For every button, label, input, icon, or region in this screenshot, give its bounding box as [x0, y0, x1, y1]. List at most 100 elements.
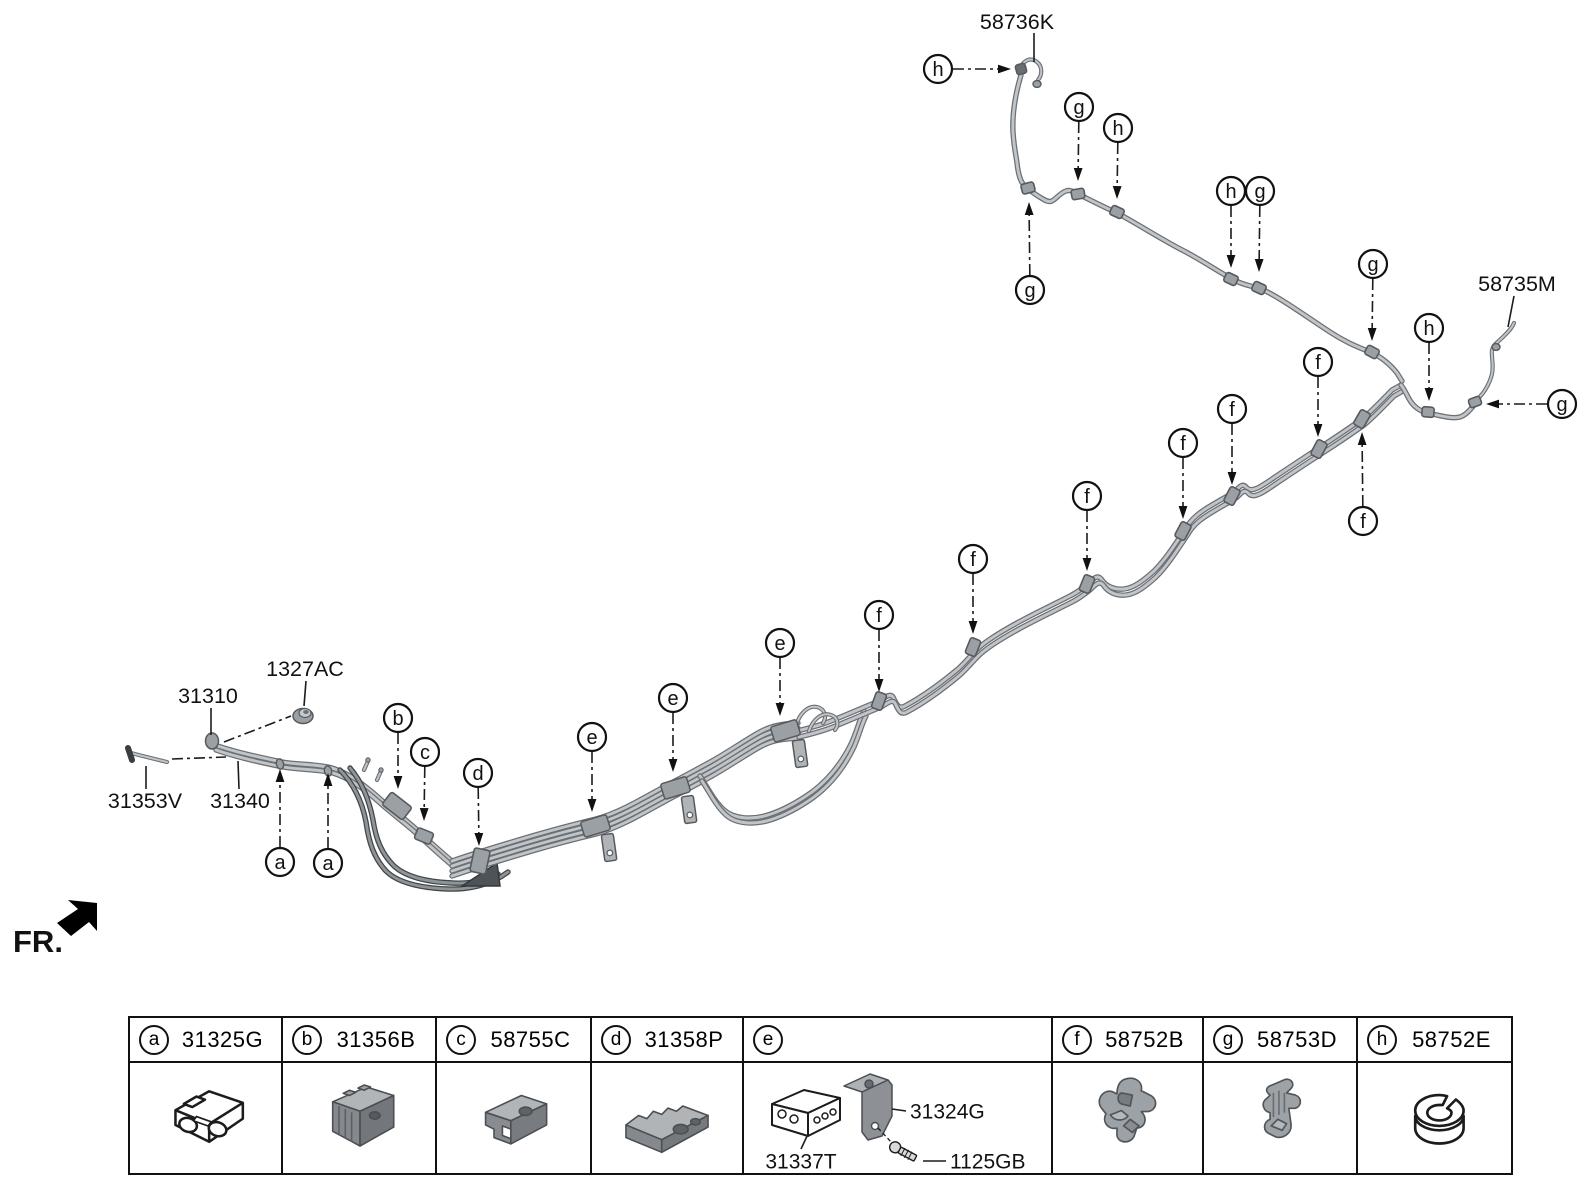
callout-letter: g — [1024, 280, 1035, 302]
callout-letter: h — [1423, 318, 1434, 340]
pipe-clamp — [1420, 405, 1436, 419]
arrowhead-icon — [1357, 432, 1367, 446]
callout-h: h — [1413, 312, 1445, 401]
part-image-1125gb-bolt — [888, 1141, 918, 1162]
legend-header-g: g 58753D — [1202, 1016, 1358, 1063]
pipe-clamp — [1070, 187, 1086, 201]
callout-letter: c — [420, 742, 430, 764]
part-label-58735m: 58735M — [1478, 272, 1556, 328]
hose-end-58736k — [1032, 79, 1042, 89]
callout-letter: h — [1225, 181, 1236, 203]
grommet-a1 — [275, 758, 285, 770]
callout-g: g — [1014, 202, 1046, 306]
pipe-clamps — [382, 62, 1483, 875]
legend-part-g: 58753D — [1256, 1026, 1338, 1052]
legend-letter-f: f — [1062, 1024, 1092, 1055]
sub-part-label-31324g: 31324G — [910, 1101, 985, 1124]
arrowhead-icon — [393, 776, 403, 789]
legend-cell-f — [1051, 1061, 1204, 1175]
callout-letter: f — [970, 549, 976, 571]
legend-table: a 31325G b 31356B c 58755C d 31358P e f 58752… — [128, 1016, 1513, 1175]
legend-header-d: d 31358P — [590, 1016, 744, 1063]
callout-g: g — [1244, 175, 1276, 272]
legend-letter-e: e — [753, 1024, 783, 1055]
arrowhead-icon — [1073, 167, 1083, 181]
hose-connector-58735m — [1491, 342, 1501, 352]
legend-header-f: f 58752B — [1051, 1016, 1204, 1063]
legend-cell-e: 31324G 31337T 1125GB — [742, 1061, 1053, 1175]
arrowhead-icon — [1486, 399, 1499, 409]
callout-f: f — [1216, 393, 1248, 485]
arrowhead-icon — [1112, 185, 1122, 199]
callout-h: h — [1102, 112, 1134, 199]
legend-cell-h — [1356, 1061, 1513, 1175]
callout-letter: e — [774, 633, 785, 655]
legend-letter-b: b — [292, 1024, 322, 1055]
part-image-58752b — [1097, 1077, 1156, 1143]
holder-brackets — [580, 719, 809, 863]
legend-header-h: h 58752E — [1356, 1016, 1513, 1063]
callout-letter: d — [472, 763, 483, 785]
callout-letter: a — [322, 853, 334, 875]
part-image-58752e — [1413, 1093, 1465, 1145]
part-image-31337t — [771, 1089, 841, 1137]
part-number-text: 31310 — [178, 684, 238, 708]
part-label-31353v: 31353V — [108, 766, 183, 813]
arrowhead-icon — [998, 64, 1011, 74]
callout-letter: g — [1073, 97, 1084, 119]
fittings — [204, 79, 1501, 777]
part-image-58755c — [484, 1094, 547, 1145]
ref-line-stub — [171, 756, 227, 760]
arrowhead-icon — [1367, 327, 1377, 341]
sub-part-label-1125gb: 1125GB — [950, 1151, 1026, 1173]
callout-letter: g — [1556, 394, 1567, 416]
part-number-text: 31353V — [108, 789, 183, 813]
callout-letter: f — [1180, 433, 1186, 455]
front-arrow-icon — [57, 900, 97, 936]
legend-letter-a: a — [139, 1024, 169, 1055]
legend-letter-d: d — [601, 1024, 631, 1055]
arrowhead-icon — [1227, 472, 1237, 485]
callout-d: d — [462, 757, 494, 846]
legend-header-e: e — [742, 1016, 1053, 1063]
callout-h: h — [1215, 175, 1247, 268]
callout-g: g — [1063, 91, 1095, 181]
callout-letter: g — [1254, 181, 1265, 203]
pipe-clamp — [1363, 344, 1381, 360]
front-direction-marker: FR. — [13, 900, 97, 959]
callout-f: f — [1167, 427, 1199, 519]
callout-letter: f — [1360, 511, 1366, 533]
arrowhead-icon — [1178, 506, 1188, 519]
pipe-clamp — [1014, 62, 1028, 76]
legend-part-b: 31356B — [336, 1026, 416, 1052]
callout-f: f — [957, 543, 989, 634]
callout-a: a — [264, 769, 296, 878]
callout-e: e — [764, 627, 796, 716]
legend-letter-c: c — [446, 1024, 476, 1055]
part-label-31340: 31340 — [210, 760, 270, 813]
pipe-fitting-31310 — [204, 732, 220, 750]
callout-letter: g — [1367, 254, 1378, 276]
pipe-clamp — [382, 791, 412, 821]
part-image-31325g — [173, 1089, 244, 1143]
part-number-text: 58736K — [980, 10, 1055, 34]
callout-f: f — [1302, 346, 1334, 437]
callout-letter: h — [932, 59, 943, 81]
fr-label: FR. — [13, 924, 63, 959]
legend-letter-h: h — [1367, 1024, 1397, 1055]
callout-e: e — [576, 721, 608, 812]
callout-letter: h — [1112, 118, 1123, 140]
arrowhead-icon — [874, 679, 884, 692]
callout-g: g — [1357, 248, 1389, 341]
part-label-31310: 31310 — [178, 684, 238, 735]
part-image-e-group: 31324G 31337T 1125GB — [765, 1073, 1026, 1173]
grommet-1327ac — [292, 707, 314, 725]
pipe-clamp — [1020, 181, 1036, 195]
callout-letter: b — [392, 708, 403, 730]
legend-cell-g — [1202, 1061, 1358, 1175]
arrowhead-icon — [1424, 388, 1434, 401]
callout-letter: f — [1084, 486, 1090, 508]
pipe-clamp — [1467, 395, 1483, 409]
